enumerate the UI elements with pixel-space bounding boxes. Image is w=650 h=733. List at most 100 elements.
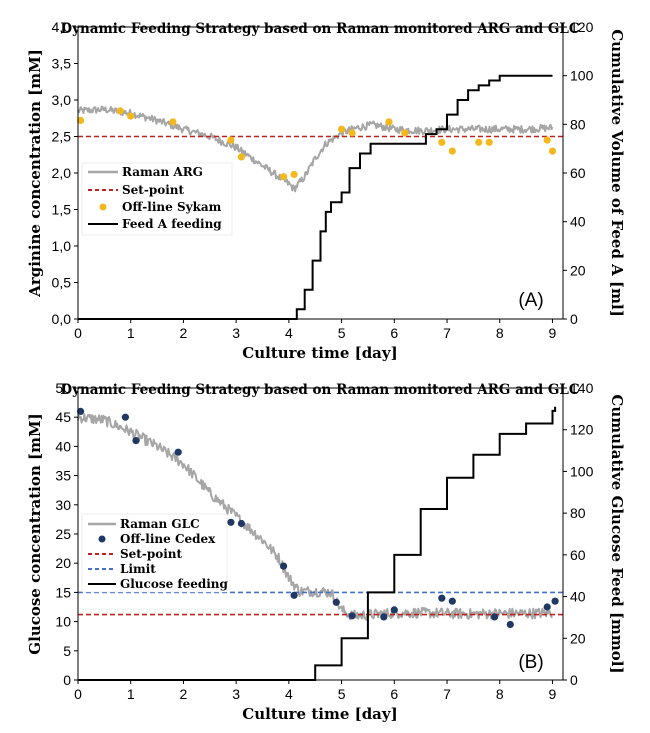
- y-axis-label-left-a: Arginine concentration [mM]: [26, 49, 44, 298]
- y-tick-label-left: 1,5: [52, 202, 72, 218]
- series-line-raman-glc: [77, 413, 553, 621]
- data-point-off-line-cedex: [132, 437, 140, 445]
- y-tick-label-right: 120: [570, 19, 594, 35]
- data-point-off-line-cedex: [332, 598, 340, 606]
- x-tick-label: 5: [338, 686, 346, 702]
- y-tick-label-left: 20: [55, 555, 71, 571]
- chart-title-a: Dynamic Feeding Strategy based on Raman …: [60, 21, 579, 37]
- x-tick-label: 5: [338, 325, 346, 341]
- y-tick-label-right: 100: [570, 68, 594, 84]
- y-tick-label-left: 0: [63, 672, 71, 688]
- y-tick-label-left: 15: [55, 584, 71, 600]
- legend-label-glucose-feeding: Glucose feeding: [120, 577, 229, 591]
- legend-box-b: [81, 513, 228, 593]
- panel-label-a: (A): [518, 290, 543, 311]
- y-tick-label-right: 0: [570, 672, 578, 688]
- series-line-feed-a-feeding: [78, 74, 553, 320]
- y-tick-label-left: 1,0: [52, 238, 72, 254]
- x-tick-label: 0: [74, 686, 82, 702]
- chart-panel-a: Dynamic Feeding Strategy based on Raman …: [26, 19, 626, 362]
- legend-label-limit: Limit: [120, 562, 156, 576]
- y-tick-label-left: 3,5: [52, 56, 72, 72]
- data-point-off-line-cedex: [390, 606, 398, 614]
- y-tick-label-left: 2,0: [52, 165, 72, 181]
- data-point-off-line-sykam: [475, 138, 483, 146]
- data-point-off-line-cedex: [227, 518, 235, 526]
- data-point-off-line-cedex: [551, 597, 559, 605]
- y-tick-label-right: 60: [570, 165, 586, 181]
- x-tick-label: 9: [549, 686, 557, 702]
- data-point-off-line-cedex: [506, 620, 514, 629]
- data-point-off-line-cedex: [543, 603, 551, 611]
- data-point-off-line-sykam: [385, 118, 393, 126]
- panel-label-b: (B): [518, 652, 543, 673]
- y-axis-label-right-b: Cumulative Glucose Feed [mmol]: [608, 394, 626, 673]
- x-tick-label: 3: [232, 686, 240, 702]
- series-line-raman-arg: [77, 105, 554, 193]
- x-tick-label: 8: [496, 686, 504, 702]
- data-point-off-line-sykam: [448, 147, 456, 155]
- y-tick-label-right: 40: [570, 589, 586, 605]
- x-axis-label-a: Culture time [day]: [242, 344, 397, 362]
- y-tick-label-left: 45: [55, 409, 71, 425]
- x-tick-label: 9: [549, 325, 557, 341]
- y-tick-label-left: 4,0: [52, 19, 72, 35]
- data-point-off-line-sykam: [438, 138, 446, 146]
- x-axis-label-b: Culture time [day]: [242, 705, 397, 723]
- x-tick-label: 3: [232, 325, 240, 341]
- y-tick-label-left: 10: [55, 614, 71, 630]
- y-tick-label-left: 3,0: [52, 92, 72, 108]
- data-point-off-line-sykam: [127, 112, 135, 120]
- data-point-off-line-cedex: [380, 613, 388, 621]
- data-point-off-line-cedex: [121, 413, 129, 421]
- legend-label-setpoint-b: Set-point: [120, 547, 183, 561]
- y-tick-label-right: 0: [570, 311, 578, 327]
- data-point-off-line-cedex: [348, 612, 356, 620]
- data-point-off-line-sykam: [290, 170, 298, 179]
- x-tick-label: 6: [390, 686, 398, 702]
- x-tick-label: 1: [127, 325, 135, 341]
- data-point-off-line-sykam: [280, 173, 288, 181]
- data-point-off-line-cedex: [77, 407, 85, 415]
- x-tick-label: 2: [180, 686, 188, 702]
- y-tick-label-right: 60: [570, 547, 586, 563]
- data-point-off-line-sykam: [548, 147, 557, 155]
- y-tick-label-left: 0,0: [52, 311, 72, 327]
- legend-label-offline-sykam: Off-line Sykam: [122, 200, 222, 214]
- y-tick-label-left: 25: [55, 526, 71, 542]
- y-tick-label-right: 80: [570, 116, 586, 132]
- x-tick-label: 7: [443, 325, 451, 341]
- y-tick-label-right: 20: [570, 630, 586, 646]
- plot-frame-b: [77, 387, 564, 681]
- data-point-off-line-sykam: [237, 153, 245, 161]
- x-tick-label: 2: [180, 325, 188, 341]
- y-tick-label-right: 40: [570, 214, 586, 230]
- data-point-off-line-cedex: [174, 448, 182, 456]
- legend-label-raman-arg: Raman ARG: [122, 165, 203, 179]
- legend-label-offline-cedex: Off-line Cedex: [120, 532, 216, 546]
- legend-b: Raman GLC Off-line Cedex Set-point Limit…: [81, 513, 229, 593]
- data-point-off-line-sykam: [169, 118, 177, 126]
- x-tick-label: 8: [496, 325, 504, 341]
- y-tick-label-left: 30: [55, 497, 71, 513]
- y-tick-label-right: 80: [570, 505, 586, 521]
- x-tick-label: 6: [390, 325, 398, 341]
- legend-label-setpoint-a: Set-point: [122, 183, 185, 197]
- data-point-off-line-sykam: [227, 136, 235, 144]
- chart-title-b: Dynamic Feeding Strategy based on Raman …: [60, 382, 579, 398]
- series-line-glucose-feeding: [78, 406, 557, 681]
- data-point-off-line-cedex: [290, 591, 298, 599]
- legend-label-raman-glc: Raman GLC: [120, 517, 200, 531]
- y-axis-label-right-a: Cumulative Volume of Feed A [ml]: [608, 29, 626, 317]
- data-point-off-line-cedex: [237, 519, 245, 528]
- data-point-off-line-cedex: [280, 562, 288, 570]
- x-tick-label: 0: [74, 325, 82, 341]
- legend-a: Raman ARG Set-point Off-line Sykam Feed …: [81, 162, 233, 236]
- legend-swatch-offline-sykam: [99, 203, 107, 211]
- data-point-off-line-sykam: [77, 116, 85, 124]
- data-point-off-line-cedex: [490, 613, 499, 621]
- data-point-off-line-cedex: [448, 597, 456, 605]
- x-tick-label: 4: [285, 325, 293, 341]
- data-point-off-line-sykam: [543, 136, 551, 144]
- y-tick-label-left: 2,5: [52, 129, 72, 145]
